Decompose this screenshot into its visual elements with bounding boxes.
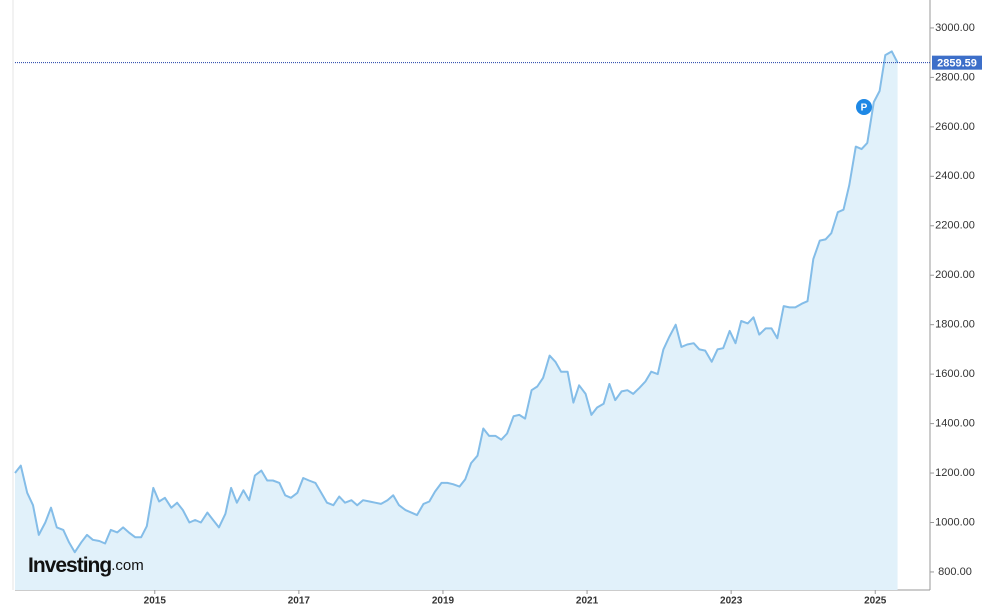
y-tick-label: 2200.00: [935, 220, 975, 232]
x-tick-label: 2017: [288, 596, 311, 605]
y-tick-label: 1400.00: [935, 417, 975, 429]
y-tick-label: 1800.00: [935, 319, 975, 331]
last-price-tag: [932, 55, 982, 70]
y-tick-label: 2600.00: [935, 121, 975, 133]
y-tick-label: 2400.00: [935, 170, 975, 182]
y-tick-label: 1200.00: [935, 467, 975, 479]
area: [15, 51, 898, 590]
y-tick-label: 2000.00: [935, 269, 975, 281]
y-tick-label: 3000.00: [935, 22, 975, 34]
price-line: [14, 50, 899, 554]
logo-suffix: .com: [111, 557, 144, 574]
y-tick-label: 1000.00: [935, 516, 975, 528]
x-tick-label: 2021: [576, 596, 599, 605]
last-price-label: 2859.59: [937, 58, 977, 70]
x-tick-label: 2025: [864, 596, 887, 605]
logo: Investing.com: [28, 554, 144, 577]
event-marker[interactable]: [856, 99, 872, 115]
y-tick-label: 2800.00: [935, 71, 975, 83]
x-tick-label: 2015: [144, 596, 167, 605]
y-tick-label: 1600.00: [935, 368, 975, 380]
event-marker-label: P: [861, 103, 868, 114]
x-tick-label: 2019: [432, 596, 455, 605]
y-tick-label: 800.00: [938, 566, 972, 578]
x-tick-label: 2023: [720, 596, 743, 605]
logo-text: Investing: [28, 554, 111, 577]
